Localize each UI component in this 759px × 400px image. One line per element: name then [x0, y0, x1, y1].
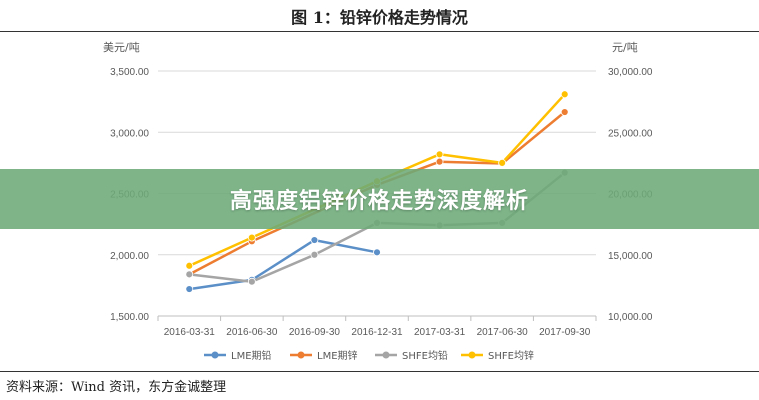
y-right-unit-label: 元/吨: [612, 41, 638, 54]
banner-title: 高强度铝锌价格走势深度解析: [229, 189, 529, 214]
data-point: [373, 248, 381, 257]
x-tick-label: 2017-03-31: [414, 327, 466, 338]
series-line: [188, 93, 566, 267]
y-right-tick-label: 30,000.00: [608, 67, 653, 78]
legend-label: SHFE均铅: [402, 349, 448, 362]
data-point: [247, 277, 256, 286]
line-chart: 1,500.0010,000.002,000.0015,000.002,500.…: [103, 41, 653, 362]
data-point: [435, 150, 444, 159]
series-line: [189, 238, 378, 291]
y-left-unit-label: 美元/吨: [103, 41, 140, 54]
y-left-tick-label: 1,500.00: [110, 312, 149, 323]
data-point: [185, 270, 194, 279]
legend-label: LME期锌: [317, 349, 358, 362]
y-left-tick-label: 2,000.00: [110, 251, 149, 262]
data-point: [185, 285, 194, 293]
legend-marker: [468, 351, 476, 359]
data-point: [310, 250, 319, 259]
y-right-tick-label: 15,000.00: [608, 251, 653, 262]
x-tick-label: 2017-09-30: [539, 327, 591, 338]
data-point: [498, 158, 507, 167]
top-rule: [0, 31, 759, 32]
legend-marker: [211, 351, 219, 359]
x-tick-label: 2016-09-30: [289, 327, 341, 338]
y-left-tick-label: 3,000.00: [110, 128, 149, 139]
legend-marker: [382, 351, 390, 359]
source-note: 资料来源：Wind 资讯，东方金诚整理: [6, 380, 227, 395]
figure-title: 图 1：铅锌价格走势情况: [291, 8, 468, 27]
y-left-tick-label: 3,500.00: [110, 67, 149, 78]
x-tick-label: 2017-06-30: [477, 327, 529, 338]
data-point: [247, 233, 256, 242]
bottom-rule: [0, 371, 759, 372]
data-point: [310, 236, 319, 244]
legend-marker: [297, 351, 305, 359]
y-right-tick-label: 25,000.00: [608, 128, 653, 139]
y-right-tick-label: 10,000.00: [608, 312, 653, 323]
legend-label: SHFE均锌: [488, 349, 534, 362]
data-point: [560, 108, 569, 116]
x-tick-label: 2016-06-30: [226, 327, 278, 338]
title-banner: 高强度铝锌价格走势深度解析: [0, 169, 759, 229]
legend-label: LME期铅: [231, 349, 272, 362]
data-point: [185, 261, 194, 270]
x-tick-label: 2016-12-31: [351, 327, 403, 338]
data-point: [435, 157, 444, 166]
x-tick-label: 2016-03-31: [164, 327, 216, 338]
data-point: [560, 90, 569, 99]
